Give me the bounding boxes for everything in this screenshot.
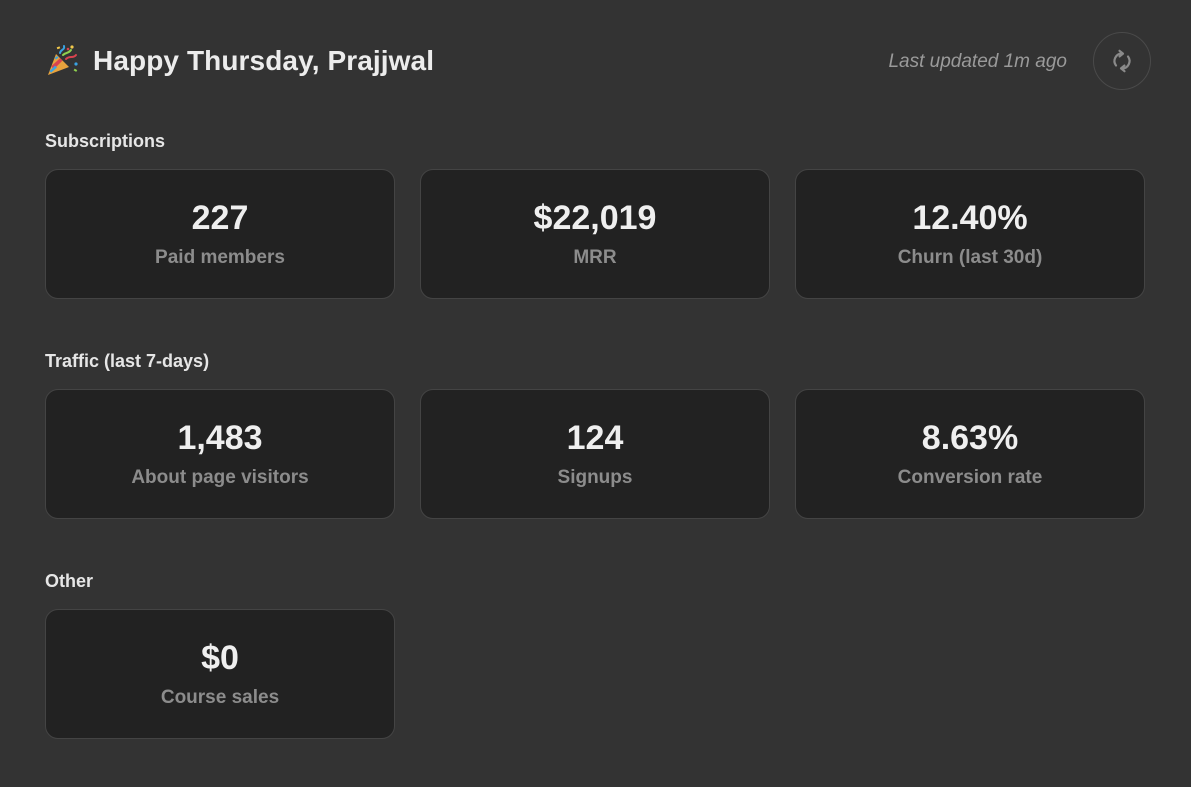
stat-label: About page visitors <box>131 467 309 488</box>
stat-card-about-page-visitors: 1,483 About page visitors <box>45 389 395 519</box>
stat-card-mrr: $22,019 MRR <box>420 169 770 299</box>
stat-card-signups: 124 Signups <box>420 389 770 519</box>
stat-label: MRR <box>573 247 617 268</box>
stat-value: $22,019 <box>533 199 657 237</box>
stat-value: 227 <box>191 199 249 237</box>
stat-label: Conversion rate <box>897 467 1043 488</box>
stat-value: 1,483 <box>177 419 263 457</box>
refresh-icon <box>1113 49 1131 73</box>
stat-label: Paid members <box>155 247 285 268</box>
stat-value: 8.63% <box>921 419 1019 457</box>
last-updated-text: Last updated 1m ago <box>888 51 1067 72</box>
stat-label: Churn (last 30d) <box>897 247 1043 268</box>
stat-label: Signups <box>557 467 633 488</box>
page-header: Happy Thursday, Prajjwal Last updated 1m… <box>45 32 1151 92</box>
greeting: Happy Thursday, Prajjwal <box>45 44 434 78</box>
section-label-subscriptions: Subscriptions <box>45 131 166 151</box>
section-label-other: Other <box>45 571 94 591</box>
stat-value: 124 <box>566 419 624 457</box>
stat-card-conversion-rate: 8.63% Conversion rate <box>795 389 1145 519</box>
page-title: Happy Thursday, Prajjwal <box>93 45 435 76</box>
stat-value: $0 <box>201 639 239 677</box>
stat-card-paid-members: 227 Paid members <box>45 169 395 299</box>
subscriptions-cards: 227 Paid members $22,019 MRR 12.40% Chur… <box>45 169 1145 299</box>
traffic-cards: 1,483 About page visitors 124 Signups 8.… <box>45 389 1145 519</box>
stat-value: 12.40% <box>912 199 1028 237</box>
party-popper-icon <box>48 45 78 75</box>
stat-card-churn: 12.40% Churn (last 30d) <box>795 169 1145 299</box>
stat-label: Course sales <box>160 687 280 708</box>
other-cards: $0 Course sales <box>45 609 395 739</box>
stat-card-course-sales: $0 Course sales <box>45 609 395 739</box>
refresh-button[interactable] <box>1093 32 1151 90</box>
section-label-traffic: Traffic (last 7-days) <box>45 351 210 371</box>
